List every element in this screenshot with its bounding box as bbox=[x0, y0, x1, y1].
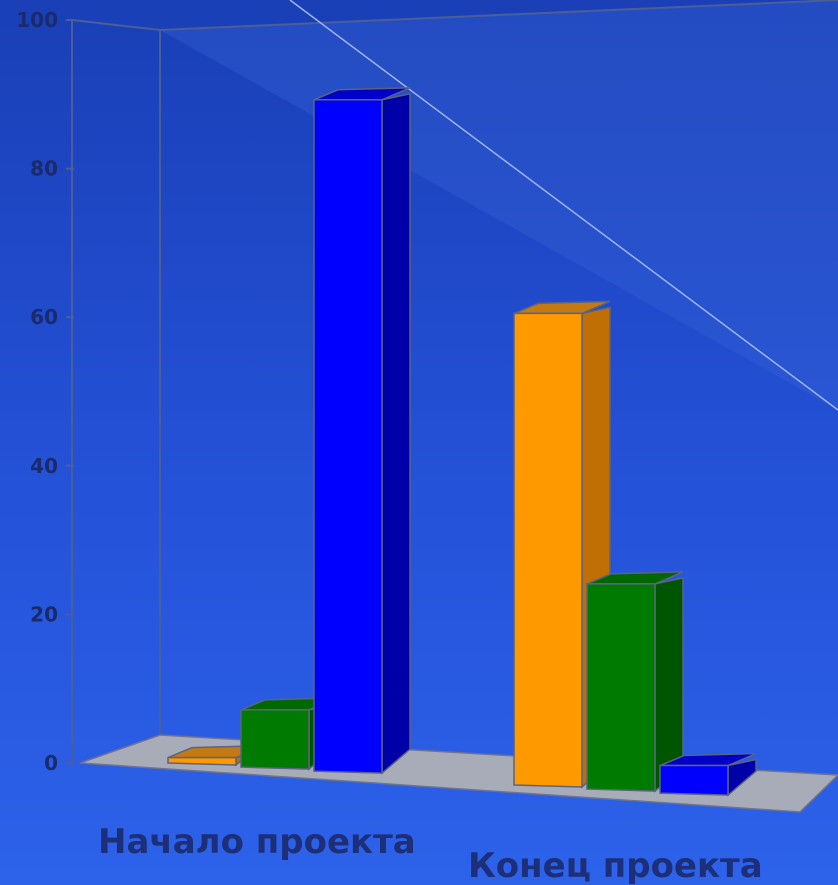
y-tick-label: 20 bbox=[30, 602, 58, 626]
wall-back-top-edge bbox=[159, 0, 838, 31]
back-wall bbox=[160, 0, 838, 410]
y-tick-label: 80 bbox=[30, 157, 58, 181]
bar-front bbox=[659, 764, 729, 796]
bar-front bbox=[167, 756, 237, 766]
wall-diagonal-highlight bbox=[289, 0, 838, 411]
x-category-label: Начало проекта bbox=[98, 822, 416, 862]
category-labels: Начало проекта Конец проекта bbox=[98, 822, 763, 885]
chart-walls bbox=[71, 0, 838, 765]
bar-side bbox=[381, 92, 411, 775]
y-tick-label: 0 bbox=[44, 751, 58, 775]
y-tick-label: 100 bbox=[16, 8, 58, 32]
bar bbox=[586, 571, 684, 793]
bar-front bbox=[513, 312, 583, 788]
bar-front bbox=[586, 583, 656, 792]
bar-front bbox=[313, 99, 383, 774]
x-category-label: Конец проекта bbox=[468, 846, 763, 885]
bar bbox=[313, 87, 411, 775]
bar bbox=[659, 752, 757, 797]
bars bbox=[167, 87, 757, 797]
y-axis-ticks: 0 20 40 60 80 100 bbox=[16, 8, 74, 775]
wall-top-edge bbox=[71, 19, 161, 31]
y-tick-label: 60 bbox=[30, 305, 58, 329]
bar-front bbox=[240, 709, 310, 770]
y-tick-label: 40 bbox=[30, 454, 58, 478]
